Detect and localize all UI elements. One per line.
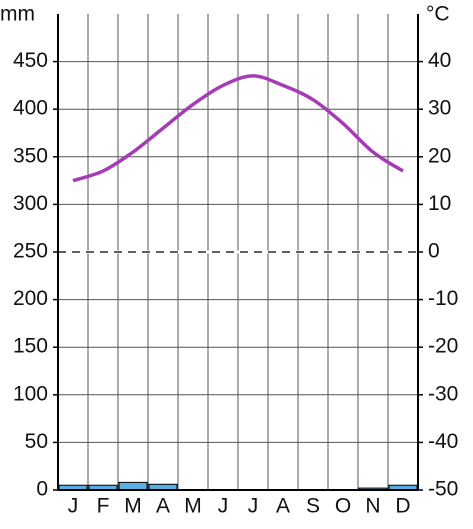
y2-tick-label: -40 — [428, 430, 458, 453]
y2-tick-label: 40 — [428, 49, 451, 72]
y-tick-label: 450 — [13, 49, 48, 72]
y2-tick-label: 30 — [428, 97, 451, 120]
y-tick-label: 0 — [36, 478, 48, 501]
x-tick-label: A — [156, 495, 170, 518]
y2-tick-label: -50 — [428, 478, 458, 501]
x-tick-label: S — [306, 495, 320, 518]
y2-tick-label: 0 — [428, 240, 440, 263]
y-tick-label: 350 — [13, 144, 48, 167]
x-tick-label: A — [276, 495, 290, 518]
y2-tick-label: -20 — [428, 335, 458, 358]
y-tick-label: 150 — [13, 335, 48, 358]
y2-axis-unit: °C — [426, 3, 450, 26]
y-tick-label: 250 — [13, 240, 48, 263]
temperature-line — [72, 74, 404, 183]
x-tick-label: M — [124, 495, 142, 518]
x-tick-label: N — [365, 495, 380, 518]
y-tick-label: 100 — [13, 382, 48, 405]
y2-tick-label: 10 — [428, 192, 451, 215]
x-tick-label: J — [68, 495, 79, 518]
x-tick-label: J — [248, 495, 259, 518]
y2-tick-label: -30 — [428, 382, 458, 405]
y-tick-label: 400 — [13, 97, 48, 120]
x-tick-label: F — [97, 495, 110, 518]
y-tick-label: 200 — [13, 287, 48, 310]
y-tick-label: 300 — [13, 192, 48, 215]
x-tick-label: J — [218, 495, 229, 518]
x-tick-label: D — [395, 495, 410, 518]
y-axis-unit: mm — [0, 3, 35, 26]
y2-tick-label: -10 — [428, 287, 458, 310]
x-tick-label: O — [335, 495, 351, 518]
y2-tick-label: 20 — [428, 144, 451, 167]
y-tick-label: 50 — [25, 430, 48, 453]
x-tick-label: M — [184, 495, 202, 518]
precipitation-bar — [118, 481, 148, 491]
